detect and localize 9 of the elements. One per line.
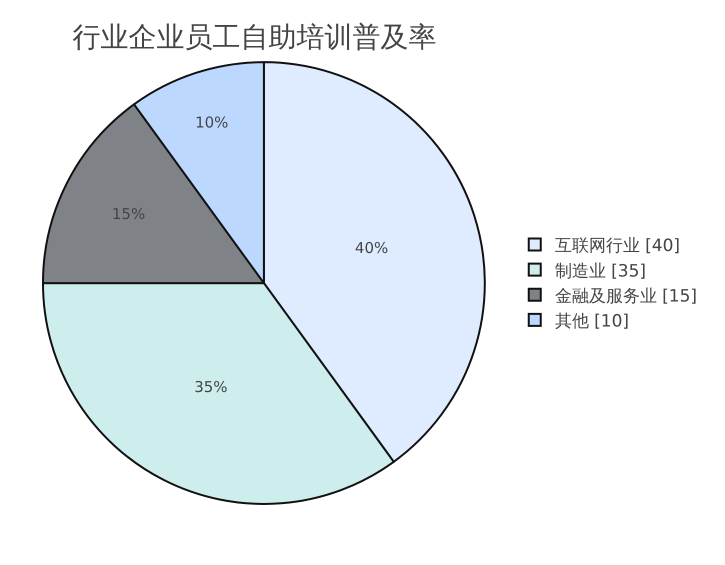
data-label: 10%	[195, 114, 228, 132]
data-label: 15%	[112, 205, 146, 224]
data-label: 40%	[354, 239, 388, 258]
legend-label: 制造业 [35]	[554, 261, 646, 282]
legend-label: 金融及服务业 [15]	[554, 286, 698, 306]
legend-label: 互联网行业 [40]	[554, 236, 680, 256]
legend-label: 其他 [10]	[554, 311, 630, 332]
chart-title: 行业企业员工自助培训普及率	[72, 20, 436, 54]
data-label: 35%	[194, 378, 228, 396]
